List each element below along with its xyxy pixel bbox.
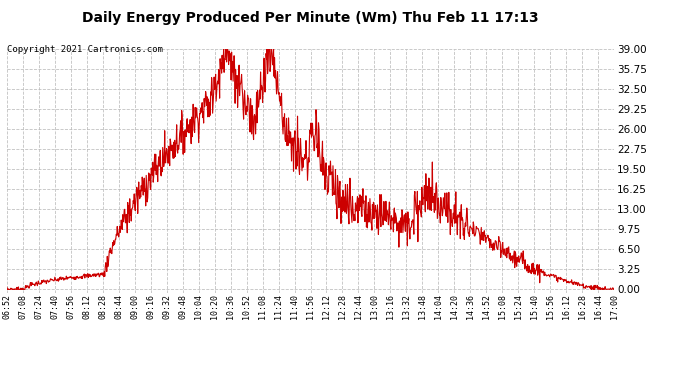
- Legend: Power Produced(watts/minute): Power Produced(watts/minute): [416, 0, 609, 4]
- Text: Copyright 2021 Cartronics.com: Copyright 2021 Cartronics.com: [7, 45, 163, 54]
- Text: Daily Energy Produced Per Minute (Wm) Thu Feb 11 17:13: Daily Energy Produced Per Minute (Wm) Th…: [82, 11, 539, 25]
